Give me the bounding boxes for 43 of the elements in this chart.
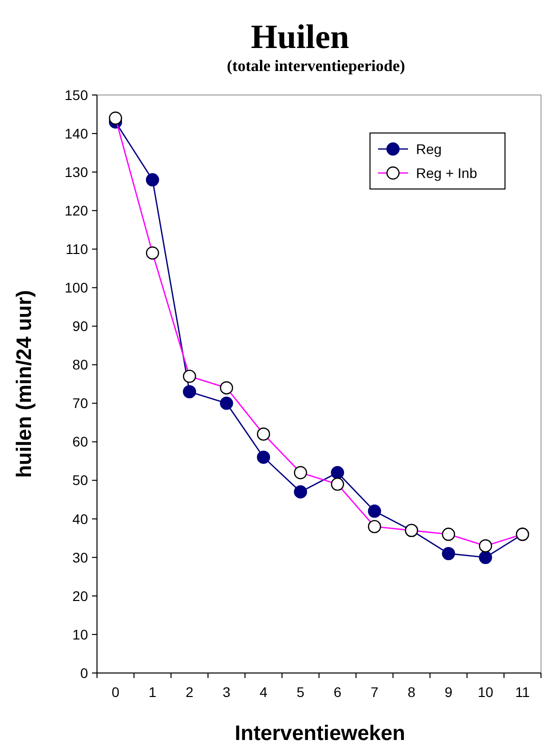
- point: [330, 466, 344, 480]
- y-tick-label: 20: [72, 588, 88, 604]
- y-tick-label: 150: [64, 86, 88, 103]
- x-tick-label: 5: [296, 684, 305, 700]
- legend-label: Reg + Inb: [416, 164, 478, 181]
- y-tick-label: 70: [72, 395, 88, 412]
- point: [146, 173, 160, 186]
- x-tick-label: 3: [222, 684, 231, 700]
- point: [182, 385, 196, 398]
- y-tick-label: 130: [64, 164, 88, 180]
- y-tick-label: 90: [72, 318, 88, 334]
- y-axis-title: huilen (min/24 uur): [13, 290, 36, 478]
- legend-label: Reg: [416, 140, 442, 157]
- x-tick-label: 8: [408, 684, 416, 700]
- x-tick-label: 2: [186, 684, 194, 700]
- y-tick-label: 30: [72, 549, 88, 566]
- point: [256, 450, 270, 464]
- y-tick-label: 110: [66, 241, 88, 258]
- y-tick-label: 0: [80, 664, 88, 681]
- point: [294, 485, 308, 498]
- y-tick-label: 40: [72, 510, 88, 527]
- y-tick-label: 140: [64, 125, 88, 142]
- point: [368, 504, 382, 518]
- x-tick-label: 9: [444, 684, 453, 700]
- x-tick-label: 4: [260, 684, 268, 700]
- point: [442, 546, 456, 560]
- x-tick-label: 10: [478, 684, 494, 700]
- y-tick-label: 50: [72, 472, 88, 488]
- x-tick-label: 7: [370, 684, 379, 700]
- x-tick-label: 0: [112, 684, 120, 700]
- point: [220, 396, 234, 410]
- x-axis-title: Interventieweken: [234, 722, 406, 745]
- x-tick-label: 11: [515, 684, 530, 700]
- y-tick-label: 100: [64, 280, 88, 296]
- y-tick-label: 120: [64, 202, 88, 218]
- x-tick-label: 1: [148, 684, 157, 700]
- chart-subtitle: (totale interventieperiode): [226, 58, 406, 75]
- y-tick-label: 80: [72, 356, 88, 373]
- x-tick-label: 6: [334, 684, 342, 700]
- point: [478, 550, 492, 564]
- y-tick-label: 60: [72, 434, 88, 450]
- chart-title: Huilen: [250, 19, 350, 56]
- y-tick-label: 10: [72, 626, 88, 642]
